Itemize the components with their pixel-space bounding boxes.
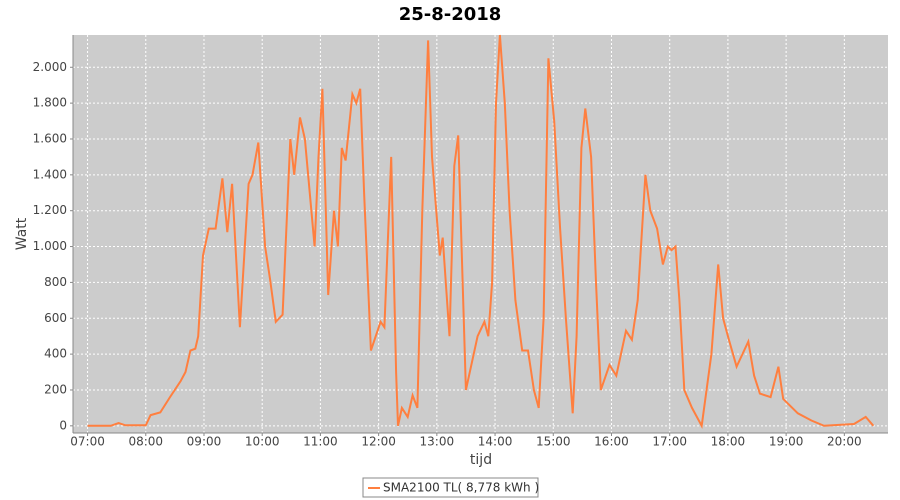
chart-title: 25-8-2018 [399, 4, 502, 25]
y-tick-label: 1.600 [33, 131, 67, 145]
y-tick-label: 1.400 [33, 167, 67, 181]
y-tick-label: 0 [59, 418, 67, 432]
x-tick-label: 20:00 [827, 435, 862, 449]
x-tick-label: 14:00 [478, 435, 513, 449]
x-tick-label: 12:00 [361, 435, 396, 449]
x-tick-label: 09:00 [187, 435, 222, 449]
legend [362, 477, 539, 498]
x-axis-label: tijd [470, 452, 492, 468]
y-tick-label: 1.200 [33, 203, 67, 217]
x-tick-label: 17:00 [652, 435, 687, 449]
plot-area [73, 35, 888, 433]
y-tick-label: 400 [44, 347, 67, 361]
x-tick-label: 08:00 [128, 435, 163, 449]
y-axis-label: Watt [14, 217, 30, 250]
x-tick-label: 16:00 [594, 435, 629, 449]
x-tick-label: 07:00 [70, 435, 105, 449]
x-tick-label: 18:00 [711, 435, 746, 449]
y-tick-label: 2.000 [33, 60, 67, 74]
x-tick-label: 15:00 [536, 435, 571, 449]
y-tick-label: 1.800 [33, 96, 67, 110]
y-tick-label: 200 [44, 382, 67, 396]
y-tick-label: 600 [44, 311, 67, 325]
series-line [87, 34, 875, 429]
x-tick-label: 11:00 [303, 435, 338, 449]
legend-label: SMA2100 TL( 8,778 kWh ) [383, 481, 539, 495]
x-tick-label: 19:00 [769, 435, 804, 449]
x-tick-label: 13:00 [420, 435, 455, 449]
y-tick-label: 800 [44, 275, 67, 289]
x-tick-label: 10:00 [245, 435, 280, 449]
y-tick-label: 1.000 [33, 239, 67, 253]
